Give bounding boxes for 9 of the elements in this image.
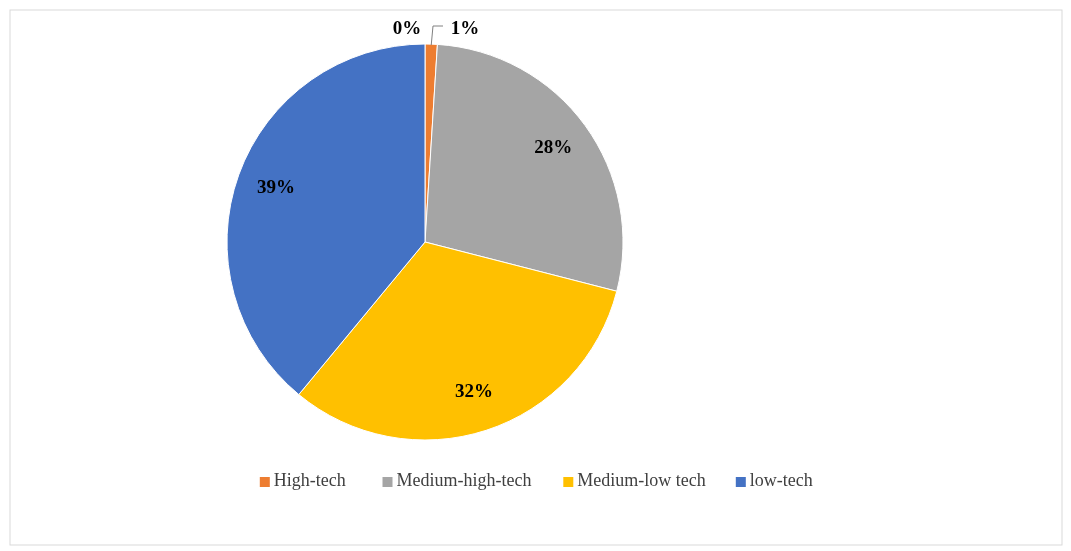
data-label: 32% (454, 380, 493, 402)
legend-label: Medium-low tech (577, 470, 706, 491)
legend-label: Medium-high-tech (396, 470, 532, 491)
text: 0% (392, 17, 422, 39)
data-label: 1% (450, 17, 480, 39)
legend-label: High-tech (273, 470, 346, 491)
data-label: 28% (534, 136, 573, 158)
legend-label: low-tech (749, 470, 813, 491)
data-label: 39% (256, 175, 295, 197)
